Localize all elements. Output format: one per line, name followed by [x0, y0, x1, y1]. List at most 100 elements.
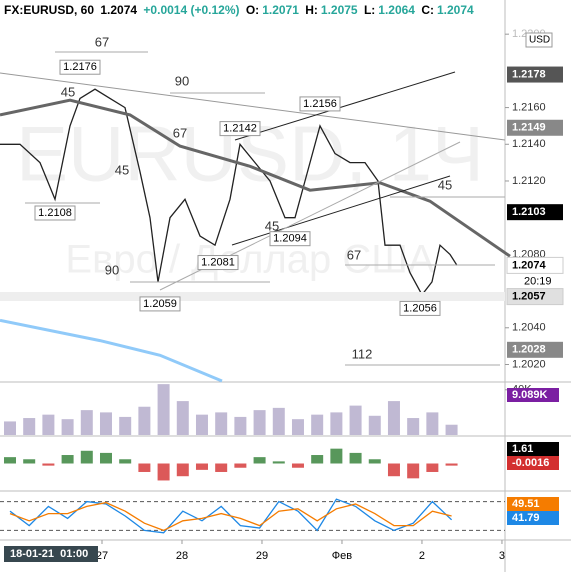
open: 1.2071	[262, 3, 299, 17]
readout: 9.089K	[512, 389, 548, 401]
price-label-bg	[507, 204, 563, 221]
price-label-bg	[507, 119, 563, 136]
price-label-bg	[507, 66, 563, 83]
bar	[368, 459, 381, 464]
bar	[311, 455, 324, 464]
level-label: 1.2156	[303, 98, 337, 110]
high: 1.2075	[320, 3, 358, 17]
level-label-bg	[34, 205, 76, 221]
annotation: 90	[105, 262, 119, 277]
bar	[253, 457, 266, 464]
bar	[349, 452, 362, 464]
watermark: Евро / Доллар США	[65, 238, 435, 282]
bar	[426, 463, 439, 472]
annotation: 67	[95, 34, 109, 49]
bar	[23, 459, 36, 464]
bar	[3, 421, 16, 435]
bar	[138, 406, 151, 435]
series-line	[9, 501, 452, 532]
bar	[176, 401, 189, 435]
bar	[61, 455, 74, 464]
level-label-bg	[59, 59, 101, 75]
bar	[272, 461, 285, 464]
bar	[99, 452, 112, 464]
annotation: 45	[61, 84, 75, 99]
bar	[291, 463, 304, 468]
price-label: 1.2103	[512, 206, 546, 218]
close: 1.2074	[437, 3, 474, 17]
price-label-bg	[507, 341, 563, 358]
x-tick-label: 29	[256, 550, 268, 562]
bar	[234, 463, 247, 468]
price-label: 1.2178	[512, 68, 546, 80]
bar	[157, 384, 170, 435]
bar	[215, 463, 228, 472]
readout-bg	[507, 442, 559, 456]
annotation: 67	[347, 247, 361, 262]
bar	[407, 418, 420, 435]
readout: -0.0016	[512, 457, 549, 469]
bar	[119, 416, 132, 435]
y-tick-label: 1.2020	[512, 358, 546, 370]
symbol: FX:EURUSD, 60	[4, 3, 95, 17]
drawing-line	[231, 175, 451, 246]
level-label-bg	[197, 255, 239, 271]
bar	[176, 463, 189, 477]
bar	[349, 405, 362, 435]
bar	[61, 419, 74, 435]
readout: 1.61	[512, 443, 533, 455]
bar	[253, 410, 266, 435]
level-label: 1.2056	[403, 302, 437, 314]
level-label-bg	[399, 300, 441, 316]
bar	[3, 457, 16, 464]
bar	[42, 463, 55, 466]
label: O:	[245, 3, 260, 17]
price-label: 1.2074	[512, 259, 547, 271]
drawing-line	[234, 71, 456, 141]
x-tick-label: Фев	[332, 550, 352, 562]
readout-bg	[507, 456, 559, 470]
series-line	[0, 88, 458, 296]
bar	[445, 463, 458, 466]
annotation: 45	[115, 162, 129, 177]
annotation: 90	[175, 73, 189, 88]
bar	[426, 412, 439, 435]
price-label-bg	[506, 256, 564, 274]
drawing-line	[0, 72, 506, 141]
bar	[368, 415, 381, 435]
bar	[99, 412, 112, 435]
bar	[272, 407, 285, 435]
y-tick-label: 1.2160	[512, 101, 546, 113]
x-tick-label: 28	[176, 550, 188, 562]
readout: 41.79	[512, 512, 540, 524]
readout-bg	[507, 511, 559, 525]
cursor-label-bg	[4, 546, 98, 562]
price-label: 1.2057	[512, 290, 546, 302]
bar	[119, 459, 132, 464]
level-label: 1.2094	[273, 233, 307, 245]
level-label: 1.2142	[223, 123, 257, 135]
label: H:	[305, 3, 318, 17]
bar	[330, 448, 343, 464]
series-line	[0, 98, 511, 258]
annotation: 67	[173, 125, 187, 140]
level-label: 1.2059	[143, 298, 177, 310]
annotation: 112	[352, 346, 373, 361]
bar	[195, 414, 208, 435]
change: +0.0014 (+0.12%)	[143, 3, 240, 17]
level-label: 1.2176	[63, 61, 97, 73]
level-band	[0, 292, 505, 301]
countdown: 20:19	[524, 275, 552, 287]
cursor-label: 18-01-21 01:00	[10, 548, 88, 560]
y-tick-label: 1.2120	[512, 175, 546, 187]
bar	[330, 412, 343, 435]
bar	[138, 463, 151, 472]
last-price: 1.2074	[100, 3, 138, 17]
x-tick-label: 3	[499, 550, 505, 562]
level-label-bg	[139, 296, 181, 312]
bar	[387, 463, 400, 477]
bar	[445, 424, 458, 435]
